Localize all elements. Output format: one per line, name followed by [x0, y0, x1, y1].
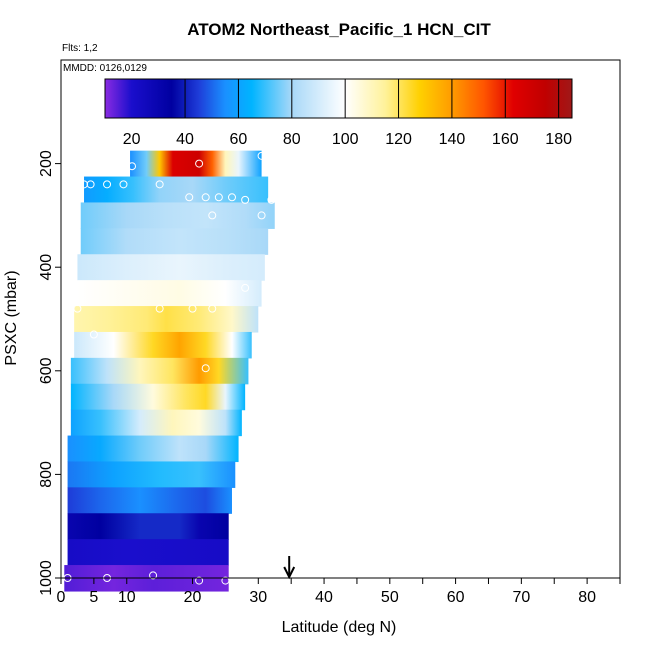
- colorbar-tick-label: 120: [385, 131, 412, 148]
- y-axis-label: PSXC (mbar): [3, 270, 20, 365]
- heatmap-band: [70, 383, 246, 411]
- x-axis: 0 5 10 20 30 40 50 60 70 80: [57, 578, 621, 606]
- heatmap-band: [77, 254, 265, 281]
- colorbar-border: [104, 78, 573, 119]
- arrow-head: [283, 566, 296, 580]
- observation-point: [257, 211, 266, 220]
- observation-point: [208, 211, 217, 220]
- flights-note: Flts: 1,2: [62, 43, 98, 54]
- x-tick-label: 80: [578, 589, 596, 606]
- latitude-arrow: [283, 556, 296, 580]
- heatmap-band: [70, 357, 249, 385]
- x-tick-label: 0: [57, 589, 66, 606]
- observation-point: [241, 283, 250, 292]
- heatmap-band: [67, 539, 229, 566]
- x-tick-label: 20: [184, 589, 202, 606]
- observation-point: [257, 151, 266, 160]
- colorbar: 20 40 60 80 100 120 140 160 180: [104, 78, 573, 148]
- heatmap-band: [67, 513, 229, 540]
- observation-point: [195, 159, 204, 168]
- observation-point: [86, 180, 95, 189]
- x-tick-label: 40: [315, 589, 333, 606]
- plot-frame: [60, 59, 621, 579]
- observation-point: [155, 304, 164, 313]
- x-tick-label: 10: [118, 589, 136, 606]
- colorbar-tick-label: 100: [332, 131, 359, 148]
- observation-point: [185, 193, 194, 202]
- chart-title: ATOM2 Northeast_Pacific_1 HCN_CIT: [187, 20, 491, 39]
- observation-point: [201, 193, 210, 202]
- colorbar-tick-label: 180: [545, 131, 572, 148]
- y-tick-label: 200: [38, 150, 55, 177]
- observation-point: [241, 195, 250, 204]
- heatmap-band: [84, 176, 269, 204]
- heatmap-band: [67, 435, 239, 463]
- observation-point: [195, 576, 204, 585]
- heatmap-layer: [64, 150, 275, 592]
- observation-point: [201, 364, 210, 373]
- x-tick-label: 70: [512, 589, 530, 606]
- observation-point: [267, 195, 276, 204]
- observation-point: [155, 180, 164, 189]
- colorbar-tick-label: 40: [176, 131, 194, 148]
- colorbar-tick-label: 20: [123, 131, 141, 148]
- observation-point: [208, 304, 217, 313]
- observation-point: [119, 180, 128, 189]
- observation-point: [89, 330, 98, 339]
- x-tick-label: 50: [381, 589, 399, 606]
- heatmap-band: [67, 461, 236, 488]
- colorbar-tick-label: 60: [230, 131, 248, 148]
- x-tick-label: 60: [447, 589, 465, 606]
- observation-points: [63, 151, 276, 585]
- y-tick-label: 600: [38, 357, 55, 384]
- y-tick-label: 400: [38, 254, 55, 281]
- observation-point: [221, 576, 230, 585]
- observation-point: [73, 304, 82, 313]
- heatmap-band: [67, 487, 232, 514]
- x-tick-label: 30: [249, 589, 267, 606]
- heatmap-band: [80, 228, 269, 255]
- y-tick-label: 800: [38, 461, 55, 488]
- observation-point: [214, 193, 223, 202]
- x-tick-label: 5: [89, 589, 98, 606]
- heatmap-band: [80, 202, 275, 229]
- mmdd-note: MMDD: 0126,0129: [63, 63, 147, 74]
- colorbar-tick-label: 80: [283, 131, 301, 148]
- heatmap-band: [74, 331, 252, 359]
- colorbar-tick-label: 160: [492, 131, 519, 148]
- heatmap-band: [74, 306, 259, 333]
- observation-point: [128, 162, 137, 171]
- y-axis: 200 400 600 800 1000: [38, 150, 61, 596]
- observation-point: [103, 180, 112, 189]
- heatmap-band: [77, 280, 262, 307]
- x-axis-label: Latitude (deg N): [282, 619, 397, 636]
- observation-point: [227, 193, 236, 202]
- colorbar-tick-label: 140: [439, 131, 466, 148]
- observation-point: [149, 571, 158, 580]
- heatmap-band: [70, 409, 242, 437]
- colorbar-gradient: [105, 79, 572, 118]
- observation-point: [188, 304, 197, 313]
- y-tick-label: 1000: [38, 560, 55, 596]
